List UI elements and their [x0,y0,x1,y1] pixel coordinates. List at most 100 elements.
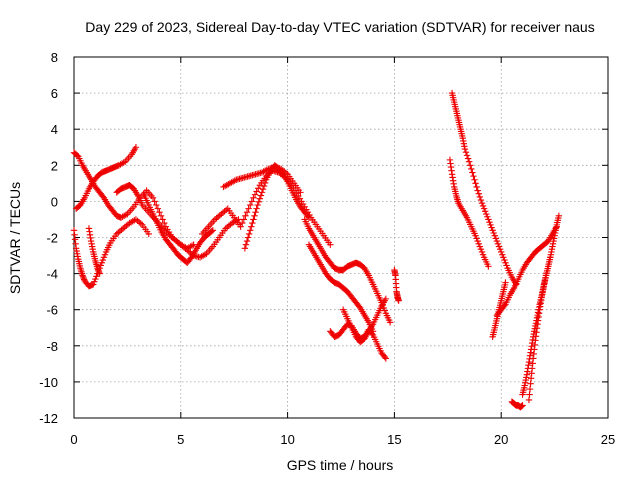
data-point-marker [253,188,260,195]
chart-title: Day 229 of 2023, Sidereal Day-to-day VTE… [85,19,594,35]
data-point-marker [243,209,251,216]
data-point-marker [478,200,486,207]
data-point-marker [145,230,152,238]
data-point-marker [484,213,491,220]
data-point-marker [492,235,500,242]
series-arc-9 [241,162,313,252]
data-point-marker [261,179,269,187]
y-tick-label: -12 [39,411,58,426]
data-point-marker [525,396,533,404]
y-tick-label: 6 [51,86,58,101]
data-point-marker [555,212,563,220]
y-tick-label: 8 [51,50,58,65]
data-point-marker [304,213,312,220]
data-point-marker [132,144,140,151]
data-point-marker [490,229,497,237]
data-point-marker [258,189,266,196]
series-arc-3 [72,144,140,212]
data-point-marker [247,201,254,209]
series-arc-13 [339,295,390,346]
x-tick-label: 0 [70,432,77,447]
data-point-marker [382,355,390,362]
data-point-marker [479,251,487,258]
data-point-marker [465,158,473,165]
data-point-marker [499,251,506,258]
data-point-marker [461,145,469,153]
x-tick-label: 20 [494,432,508,447]
data-point-marker [472,232,479,239]
data-point-marker [470,172,477,180]
data-point-marker [485,216,492,223]
data-point-marker [381,307,388,314]
y-tick-label: 4 [51,122,58,137]
data-point-marker [245,230,253,238]
data-point-marker [481,208,489,215]
data-point-marker [483,210,490,218]
data-point-marker [239,219,246,227]
x-tick-label: 5 [177,432,184,447]
x-tick-label: 15 [387,432,401,447]
data-point-marker [526,385,534,393]
data-point-marker [157,212,165,220]
data-point-marker [503,262,510,269]
data-point-marker [248,198,256,205]
data-point-marker [247,227,254,234]
data-point-marker [462,149,470,156]
series-arc-16 [446,156,492,270]
data-point-marker [498,248,505,256]
series-arc-14 [391,266,402,304]
data-point-marker [190,241,197,248]
data-point-marker [493,237,501,245]
data-point-marker [297,189,304,196]
data-point-marker [474,187,481,194]
series-arc-15 [448,89,520,288]
data-point-marker [485,263,492,270]
data-point-marker [92,275,99,283]
data-point-marker [151,198,158,205]
data-point-marker [476,193,484,201]
y-tick-label: -2 [46,231,58,246]
data-point-marker [395,297,402,304]
data-point-marker [467,162,474,169]
y-tick-label: -6 [46,303,58,318]
data-point-marker [149,194,157,201]
data-point-marker [382,295,390,303]
data-point-marker [252,209,259,216]
data-point-marker [473,183,480,191]
data-point-marker [471,176,478,183]
data-point-marker [91,278,98,285]
data-point-marker [476,243,484,250]
data-point-marker [153,201,160,209]
data-point-marker [305,214,313,221]
data-point-marker [93,273,100,280]
data-point-marker [496,246,504,253]
y-tick-label: -8 [46,339,58,354]
series-arc-4 [85,225,103,277]
data-point-marker [491,232,498,239]
data-point-marker [242,212,249,220]
data-point-marker [474,237,481,245]
x-tick-labels: 0 5 10 15 20 25 [70,432,615,447]
data-point-marker [244,234,252,241]
data-point-marker [526,391,533,398]
data-point-marker [208,227,215,235]
data-point-marker [253,205,260,212]
data-point-marker [96,270,103,277]
data-point-marker [245,205,252,212]
x-tick-label: 25 [601,432,615,447]
data-point-marker [527,380,534,387]
series-arc-1 [70,149,184,248]
axis-ticks [73,56,609,419]
data-point-marker [255,198,262,206]
data-point-marker [501,302,508,309]
data-point-marker [260,182,268,190]
data-point-marker [156,209,163,216]
data-point-marker [242,241,250,248]
data-point-marker [464,155,472,162]
data-point-marker [98,259,105,266]
data-point-marker [237,223,244,230]
data-point-marker [489,227,496,234]
data-point-marker [502,279,509,286]
data-point-marker [501,256,508,264]
data-point-marker [463,152,471,159]
